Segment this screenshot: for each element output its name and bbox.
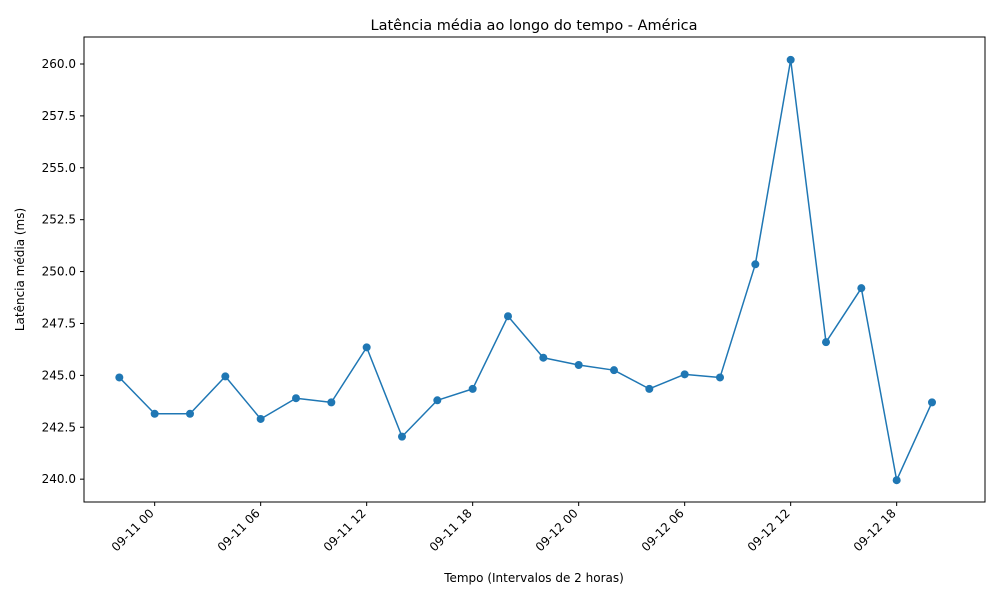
data-point — [221, 372, 230, 381]
data-point — [645, 384, 654, 393]
y-tick-label: 257.5 — [42, 109, 76, 123]
y-tick-label: 240.0 — [42, 472, 76, 486]
x-axis-label: Tempo (Intervalos de 2 horas) — [443, 571, 624, 585]
y-tick-label: 245.0 — [42, 368, 76, 382]
data-point — [292, 394, 300, 403]
y-tick-label: 260.0 — [42, 57, 76, 71]
y-axis-label: Latência média (ms) — [13, 208, 27, 331]
y-axis-ticks: 240.0 242.5 245.0 247.5 250.0 252.5 255.0 257.5… — [42, 57, 84, 486]
data-point — [539, 353, 548, 362]
series-points — [115, 55, 936, 485]
data-point — [398, 432, 406, 441]
data-point — [786, 55, 795, 64]
plot-frame — [83, 36, 986, 503]
data-point — [115, 373, 124, 382]
data-point — [928, 398, 936, 407]
data-point — [186, 409, 194, 418]
y-tick-label: 255.0 — [42, 161, 76, 175]
data-point — [433, 396, 442, 405]
data-point — [751, 260, 760, 269]
data-point — [610, 366, 618, 375]
data-point — [716, 373, 724, 382]
data-point — [362, 343, 371, 352]
data-point — [822, 338, 830, 347]
data-point — [256, 414, 265, 423]
y-tick-label: 250.0 — [42, 265, 76, 279]
y-tick-label: 242.5 — [42, 420, 76, 434]
y-tick-label: 252.5 — [42, 213, 76, 227]
data-point — [857, 284, 866, 293]
plot-area — [84, 37, 985, 502]
data-point — [468, 384, 477, 393]
data-point — [574, 360, 583, 369]
data-point — [327, 398, 336, 407]
y-tick-label: 247.5 — [42, 316, 76, 330]
data-point — [504, 312, 512, 321]
series-line — [118, 59, 933, 481]
data-point — [892, 476, 901, 485]
data-point — [150, 409, 159, 418]
data-point — [680, 370, 689, 379]
chart-title: Latência média ao longo do tempo - Améri… — [371, 18, 698, 34]
